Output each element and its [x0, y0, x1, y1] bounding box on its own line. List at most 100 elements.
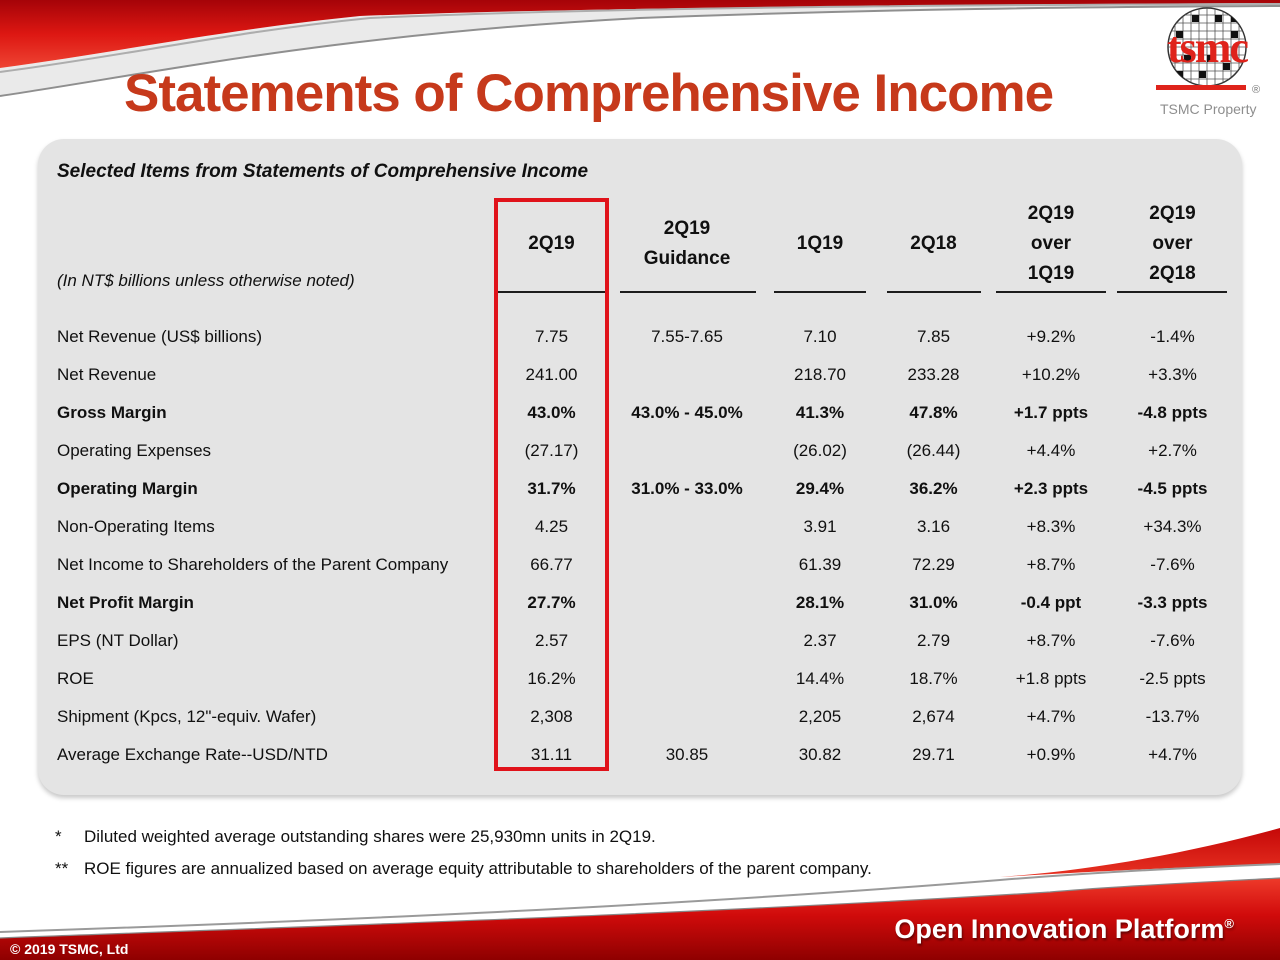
row-value: +4.4% — [1026, 441, 1076, 460]
table-panel — [38, 139, 1242, 795]
row-value: 31.0% - 33.0% — [631, 479, 743, 498]
row-value: 31.7% — [527, 479, 576, 498]
row-value: 29.4% — [795, 479, 845, 498]
row-value: 72.29 — [912, 555, 955, 574]
row-value: 66.77 — [530, 555, 573, 574]
table-row: Gross Margin 43.0% 43.0% - 45.0% 41.3% 47.8%… — [40, 394, 1240, 432]
table-row: Non-Operating Items 4.25 3.91 3.16 +8.3% +34.… — [40, 508, 1240, 546]
row-value: -4.8 ppts — [1137, 403, 1208, 422]
column-header-2q18: 2Q18 — [910, 233, 957, 254]
row-value: 41.3% — [795, 403, 845, 422]
footnote: ** ROE figures are annualized based on a… — [55, 859, 872, 879]
row-value: 7.85 — [916, 327, 951, 346]
table-unit-note: (In NT$ billions unless otherwise noted) — [57, 271, 355, 290]
header-underline — [498, 291, 605, 293]
row-value: 28.1% — [795, 593, 845, 612]
table-row: Net Profit Margin 27.7% 28.1% 31.0% -0.4 ppt… — [40, 584, 1240, 622]
row-label: Average Exchange Rate--USD/NTD — [57, 745, 328, 764]
row-value: -4.5 ppts — [1137, 479, 1208, 498]
highlight-box-2q19-column — [494, 198, 609, 771]
row-value: +2.7% — [1148, 441, 1197, 460]
row-value: 7.75 — [534, 327, 569, 346]
footnote-text: Diluted weighted average outstanding sha… — [84, 827, 656, 846]
header-underline — [774, 291, 866, 293]
row-value: 233.28 — [907, 365, 960, 384]
row-value: (26.44) — [906, 441, 961, 460]
row-value: 218.70 — [794, 365, 846, 384]
row-value: +2.3 ppts — [1013, 479, 1089, 498]
row-value: +1.8 ppts — [1015, 669, 1087, 688]
row-value: -13.7% — [1145, 707, 1200, 726]
logo-registered-mark: ® — [1252, 84, 1260, 96]
row-value: 16.2% — [527, 669, 576, 688]
row-value: +8.3% — [1026, 517, 1076, 536]
row-label: Gross Margin — [57, 403, 167, 422]
row-value: 31.0% — [909, 593, 958, 612]
row-value: +3.3% — [1148, 365, 1197, 384]
row-value: +10.2% — [1021, 365, 1081, 384]
column-header-2q19: 2Q19 — [528, 233, 575, 254]
row-value: 30.82 — [798, 745, 842, 764]
column-header-2q19-over-1q19: 2Q19 over 1Q19 — [1027, 203, 1075, 284]
row-value: 61.39 — [798, 555, 842, 574]
row-label: Net Profit Margin — [57, 593, 194, 612]
row-value: 18.7% — [909, 669, 958, 688]
row-value: 7.55-7.65 — [651, 327, 723, 346]
row-value: 2,674 — [912, 707, 955, 726]
header-underline — [996, 291, 1106, 293]
row-label: Non-Operating Items — [57, 517, 215, 536]
row-label: Net Revenue (US$ billions) — [57, 327, 263, 346]
row-value: 30.85 — [665, 745, 709, 764]
row-value: 47.8% — [909, 403, 958, 422]
table-row: Operating Expenses (27.17) (26.02) (26.44) +… — [40, 432, 1240, 470]
column-header-1q19: 1Q19 — [796, 233, 844, 254]
row-value: 31.11 — [530, 745, 573, 764]
table-row: ROE 16.2% 14.4% 18.7% +1.8 ppts -2.5 ppts — [40, 660, 1240, 698]
row-value: 4.25 — [534, 517, 569, 536]
logo-brand-text: tsmc — [1167, 23, 1248, 72]
footnote-text: ROE figures are annualized based on aver… — [84, 859, 872, 878]
row-value: +8.7% — [1026, 555, 1076, 574]
row-value: -7.6% — [1150, 555, 1195, 574]
row-label: Operating Margin — [57, 479, 198, 498]
footnote-marker: ** — [55, 859, 69, 878]
row-label: Shipment (Kpcs, 12"-equiv. Wafer) — [57, 707, 317, 726]
row-value: +9.2% — [1026, 327, 1076, 346]
row-value: -0.4 ppt — [1020, 593, 1082, 612]
header-underline — [887, 291, 981, 293]
row-label: Operating Expenses — [57, 441, 212, 460]
table-caption: Selected Items from Statements of Compre… — [57, 161, 589, 182]
row-value: -2.5 ppts — [1139, 669, 1206, 688]
row-value: (27.17) — [524, 441, 579, 460]
row-label: EPS (NT Dollar) — [57, 631, 179, 650]
row-value: +34.3% — [1143, 517, 1202, 536]
row-value: 7.10 — [803, 327, 837, 346]
row-value: 2,308 — [530, 707, 573, 726]
copyright-notice: © 2019 TSMC, Ltd — [10, 941, 129, 957]
row-value: 14.4% — [795, 669, 845, 688]
row-value: +8.7% — [1026, 631, 1076, 650]
registered-mark: ® — [1224, 916, 1234, 931]
header-underline — [620, 291, 756, 293]
column-header-2q19-over-2q18: 2Q19 over 2Q18 — [1149, 203, 1196, 284]
row-label: Net Revenue — [57, 365, 157, 384]
row-value: 3.91 — [803, 517, 837, 536]
table-row: Net Revenue 241.00 218.70 233.28 +10.2% +3.3% — [40, 356, 1240, 394]
row-value: 29.71 — [912, 745, 955, 764]
footnote: * Diluted weighted average outstanding s… — [55, 827, 656, 847]
table-row: Shipment (Kpcs, 12"-equiv. Wafer) 2,308 2,… — [40, 698, 1240, 736]
open-innovation-platform-tagline: Open Innovation Platform® — [894, 914, 1234, 944]
page-title: Statements of Comprehensive Income — [124, 64, 1054, 123]
row-value: 2.57 — [534, 631, 569, 650]
table-row: Average Exchange Rate--USD/NTD 31.11 30.85… — [40, 736, 1240, 774]
row-label: Net Income to Shareholders of the Parent… — [57, 555, 449, 574]
row-value: -3.3 ppts — [1137, 593, 1208, 612]
row-value: 2.37 — [803, 631, 837, 650]
row-value: +0.9% — [1026, 745, 1076, 764]
row-value: 241.00 — [525, 365, 578, 384]
table-row: Operating Margin 31.7% 31.0% - 33.0% 29.4% 3… — [40, 470, 1240, 508]
table-rows: Net Revenue (US$ billions) 7.75 7.55-7.65 7… — [40, 318, 1240, 774]
logo-property-label: TSMC Property — [1160, 101, 1256, 117]
table-row: Net Income to Shareholders of the Parent… — [40, 546, 1240, 584]
row-value: (26.02) — [793, 441, 847, 460]
